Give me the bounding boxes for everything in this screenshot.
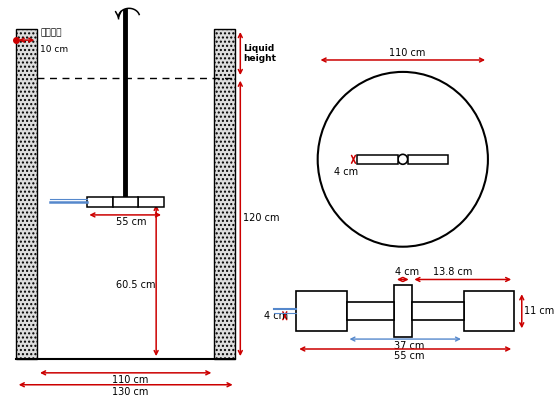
Bar xyxy=(16,29,37,359)
Text: 4 cm: 4 cm xyxy=(263,311,288,321)
Bar xyxy=(112,197,138,207)
Bar xyxy=(347,302,394,320)
Text: 55 cm: 55 cm xyxy=(116,217,146,227)
Text: 60.5 cm: 60.5 cm xyxy=(116,280,155,291)
Text: 55 cm: 55 cm xyxy=(394,351,424,361)
Text: Liquid: Liquid xyxy=(243,44,274,53)
Bar xyxy=(296,291,347,331)
Text: 110 cm: 110 cm xyxy=(389,48,425,58)
Text: 온수순환: 온수순환 xyxy=(40,28,61,37)
Bar xyxy=(357,155,398,164)
Text: 130 cm: 130 cm xyxy=(112,387,149,397)
Bar xyxy=(411,302,464,320)
Text: 13.8 cm: 13.8 cm xyxy=(433,267,472,278)
Bar xyxy=(214,29,235,359)
Text: 110 cm: 110 cm xyxy=(112,375,149,385)
Bar xyxy=(394,285,411,337)
Text: 120 cm: 120 cm xyxy=(243,213,280,223)
Text: height: height xyxy=(243,54,276,63)
Bar xyxy=(464,291,514,331)
Text: 4 cm: 4 cm xyxy=(334,167,358,177)
Bar xyxy=(408,155,448,164)
Text: 37 cm: 37 cm xyxy=(394,341,424,351)
Text: 10 cm: 10 cm xyxy=(40,45,68,54)
Bar xyxy=(87,197,112,207)
Text: 11 cm: 11 cm xyxy=(524,306,554,316)
Bar xyxy=(138,197,164,207)
Text: 4 cm: 4 cm xyxy=(395,267,419,278)
